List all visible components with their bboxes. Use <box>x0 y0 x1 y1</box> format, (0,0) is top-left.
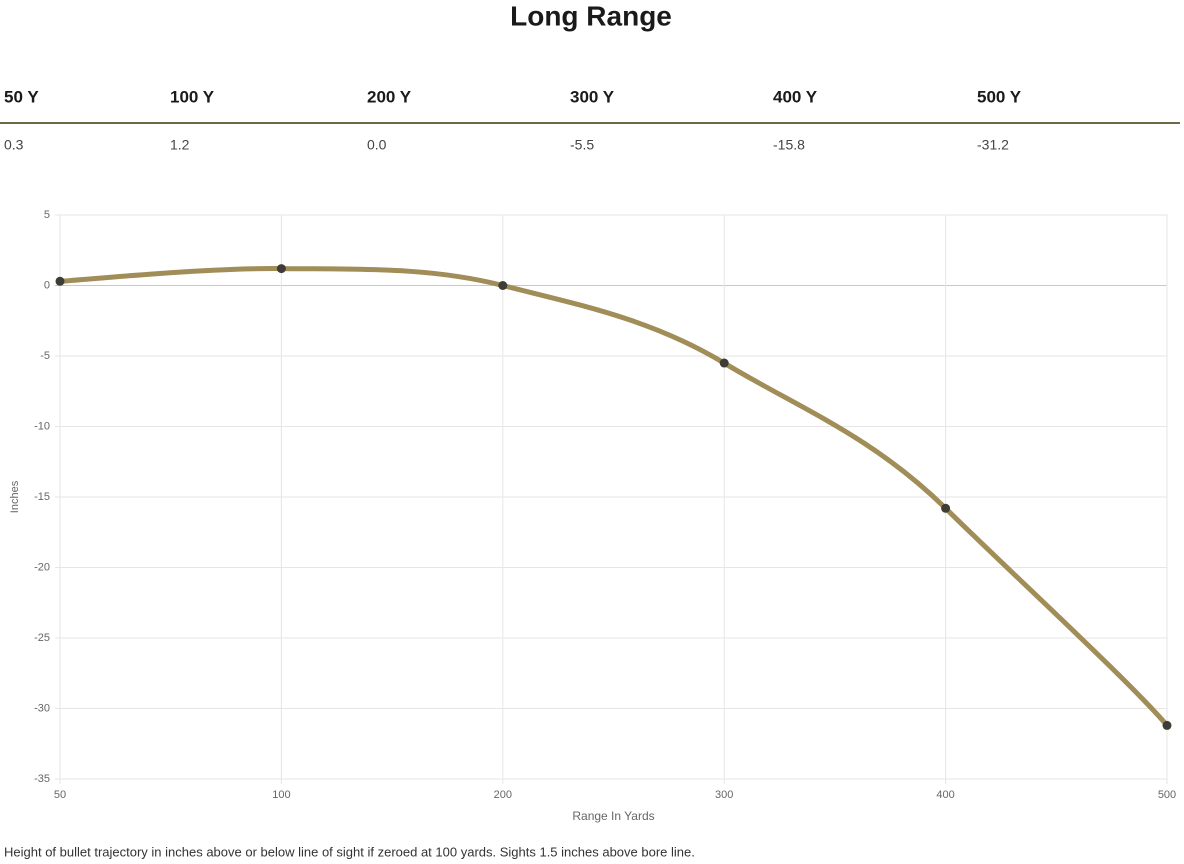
data-point <box>719 358 729 368</box>
x-tick-label: 50 <box>54 789 66 801</box>
table-cell: 0.3 <box>4 137 24 153</box>
y-tick-label: -30 <box>34 702 50 714</box>
y-tick-label: -15 <box>34 491 50 503</box>
x-axis-label: Range In Yards <box>572 809 654 823</box>
y-tick-label: -5 <box>40 350 50 362</box>
trajectory-line <box>57 266 1170 728</box>
y-tick-label: 0 <box>44 279 50 291</box>
y-tick-label: -10 <box>34 420 50 432</box>
data-point <box>1162 720 1172 730</box>
data-point <box>276 264 286 274</box>
table-header: 300 Y <box>570 87 615 106</box>
table-cell: -5.5 <box>570 137 594 153</box>
y-axis-label: Inches <box>9 480 21 513</box>
x-tick-label: 100 <box>272 789 290 801</box>
table-header: 500 Y <box>977 87 1022 106</box>
x-tick-label: 300 <box>715 789 733 801</box>
table-cell: 0.0 <box>367 137 387 153</box>
table-cell: 1.2 <box>170 137 190 153</box>
data-point <box>55 276 65 286</box>
data-point <box>498 281 508 290</box>
table-header: 50 Y <box>4 87 39 106</box>
caption: Height of bullet trajectory in inches ab… <box>4 844 695 859</box>
x-tick-label: 400 <box>936 789 954 801</box>
table-cell: -15.8 <box>773 137 805 153</box>
table-cell: -31.2 <box>977 137 1009 153</box>
x-tick-label: 500 <box>1158 789 1176 801</box>
y-tick-label: 5 <box>44 209 50 221</box>
data-point <box>941 503 951 513</box>
y-tick-label: -35 <box>34 773 50 785</box>
y-tick-label: -20 <box>34 561 50 573</box>
table-header: 200 Y <box>367 87 412 106</box>
x-tick-label: 200 <box>494 789 512 801</box>
y-tick-label: -25 <box>34 632 50 644</box>
page-title: Long Range <box>510 0 672 31</box>
table-header: 400 Y <box>773 87 818 106</box>
table-header: 100 Y <box>170 87 215 106</box>
